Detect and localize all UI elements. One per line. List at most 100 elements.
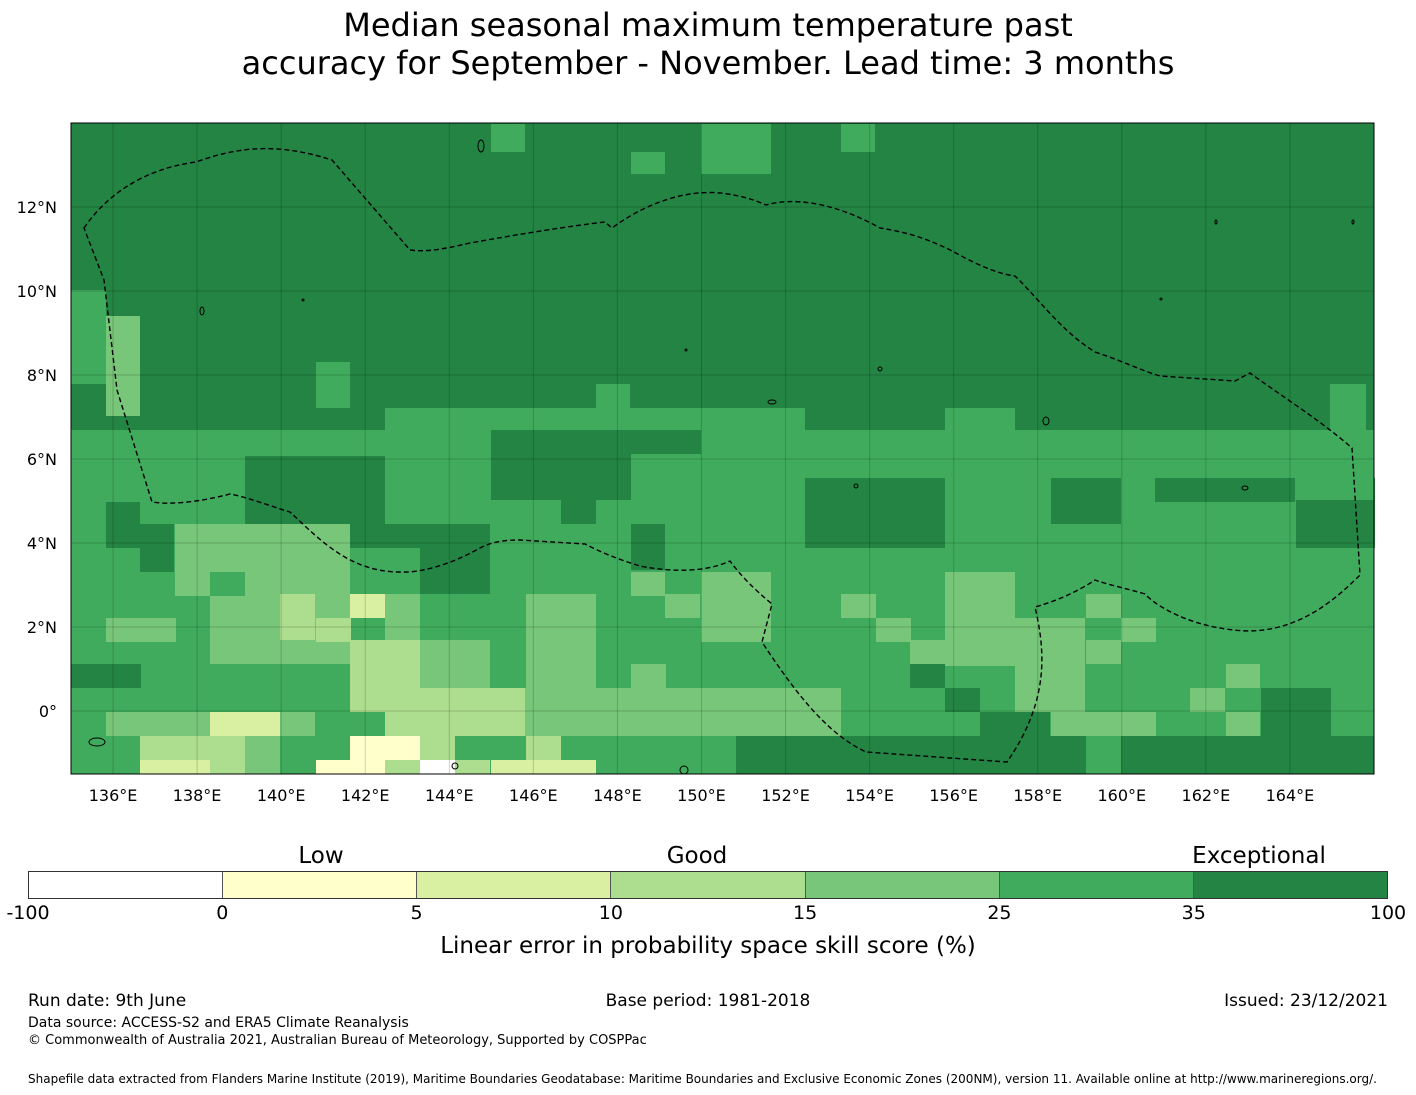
grid-cell [805,478,945,548]
longitude-tick-label: 154°E [845,786,894,805]
colorbar-tick-label: 100 [1369,902,1407,924]
island-outline [1351,219,1355,225]
grid-cell [420,548,490,594]
longitude-tick-label: 136°E [89,786,138,805]
longitude-tick-label: 144°E [425,786,474,805]
latitude-tick-label: 4°N [27,534,57,553]
island-outline [1214,219,1218,225]
skill-grid [71,123,1375,774]
grid-cell [1051,712,1156,736]
latitude-tick-label: 6°N [27,450,57,469]
colorbar-segment [417,872,612,898]
colorbar-tick-label: 35 [1181,902,1206,924]
grid-cell [701,572,771,642]
colorbar-label: Linear error in probability space skill … [440,933,976,959]
grid-cell [316,594,351,618]
title-line-1: Median seasonal maximum temperature past [343,6,1073,44]
longitude-tick-label: 152°E [761,786,810,805]
latitude-tick-label: 2°N [27,618,57,637]
colorbar-tick-label: 15 [793,902,818,924]
grid-cell [210,712,280,736]
legend-category-low: Low [298,843,344,869]
colorbar-segment [805,872,1000,898]
longitude-tick-label: 148°E [593,786,642,805]
grid-cell [316,362,350,408]
grid-cell [596,384,630,408]
grid-cell [526,408,560,430]
grid-cell [71,384,106,430]
gridlines [71,123,1374,774]
skill-score-map: 136°E 138°E 140°E 142°E 144°E 146°E 148°E 150°E… [17,122,1375,805]
grid-cell [1155,478,1295,502]
grid-cell [841,594,876,618]
longitude-tick-label: 160°E [1097,786,1146,805]
grid-cell [245,456,385,524]
map-frame [70,122,1375,775]
island-outline [451,762,459,770]
longitude-tick-label: 156°E [929,786,978,805]
longitude-ticks: 136°E 138°E 140°E 142°E 144°E 146°E 148°E 150°E… [89,786,1315,805]
grid-cell [491,430,631,500]
island-outline [877,366,883,372]
grid-cell [491,688,841,736]
latitude-tick-label: 0° [39,702,57,721]
grid-cell [1121,736,1374,774]
grid-cell [455,760,490,774]
latitude-tick-label: 10°N [17,282,57,301]
data-source: Data source: ACCESS-S2 and ERA5 Climate … [28,1015,409,1031]
longitude-tick-label: 158°E [1013,786,1062,805]
grid-cell [631,572,665,596]
grid-cell [945,572,1015,666]
grid-cell [1226,712,1260,736]
grid-cell [106,712,211,736]
grid-cell [316,618,351,642]
grid-cell [140,760,210,774]
grid-cell [631,430,701,454]
island-outline [684,348,688,352]
longitude-tick-label: 140°E [257,786,306,805]
colorbar-tick-label: 0 [216,902,229,924]
base-period: Base period: 1981-2018 [605,991,811,1011]
island-outline [1241,485,1249,491]
grid-cell [1261,688,1331,736]
island-outline [199,306,205,316]
title-line-2: accuracy for September - November. Lead … [241,44,1175,82]
grid-cell [280,594,315,640]
island-outline [1159,297,1163,301]
colorbar-segment [1193,872,1387,898]
grid-cell [910,640,945,664]
grid-cell [140,524,174,572]
grid-cell [245,736,280,774]
grid-cell [1051,478,1121,524]
grid-cell [805,430,945,480]
latitude-tick-label: 12°N [17,198,57,217]
legend-category-good: Good [666,843,728,869]
colorbar-segment [999,872,1194,898]
grid-cell [385,688,525,736]
run-date: Run date: 9th June [28,991,187,1011]
longitude-tick-label: 164°E [1266,786,1315,805]
grid-cell [561,500,596,524]
grid-cell [491,760,596,774]
grid-cell [106,502,140,548]
copyright: © Commonwealth of Australia 2021, Austra… [28,1033,647,1048]
longitude-tick-label: 142°E [341,786,390,805]
longitude-tick-label: 150°E [677,786,726,805]
grid-cell [106,316,140,416]
island-outline [477,139,485,153]
colorbar-tick-label: 5 [410,902,423,924]
latitude-tick-label: 8°N [27,366,57,385]
island-outline [767,399,777,405]
colorbar [28,871,1388,899]
island-outline [853,483,859,489]
grid-cell [210,572,245,596]
island-outline [301,298,305,302]
grid-cell [876,618,911,642]
grid-cell [385,594,420,640]
grid-cell [1015,618,1085,712]
grid-cell [980,712,1050,736]
grid-cell [631,664,666,688]
grid-cell [526,594,596,688]
grid-cell [665,594,700,618]
issued-date: Issued: 23/12/2021 [1224,991,1388,1011]
